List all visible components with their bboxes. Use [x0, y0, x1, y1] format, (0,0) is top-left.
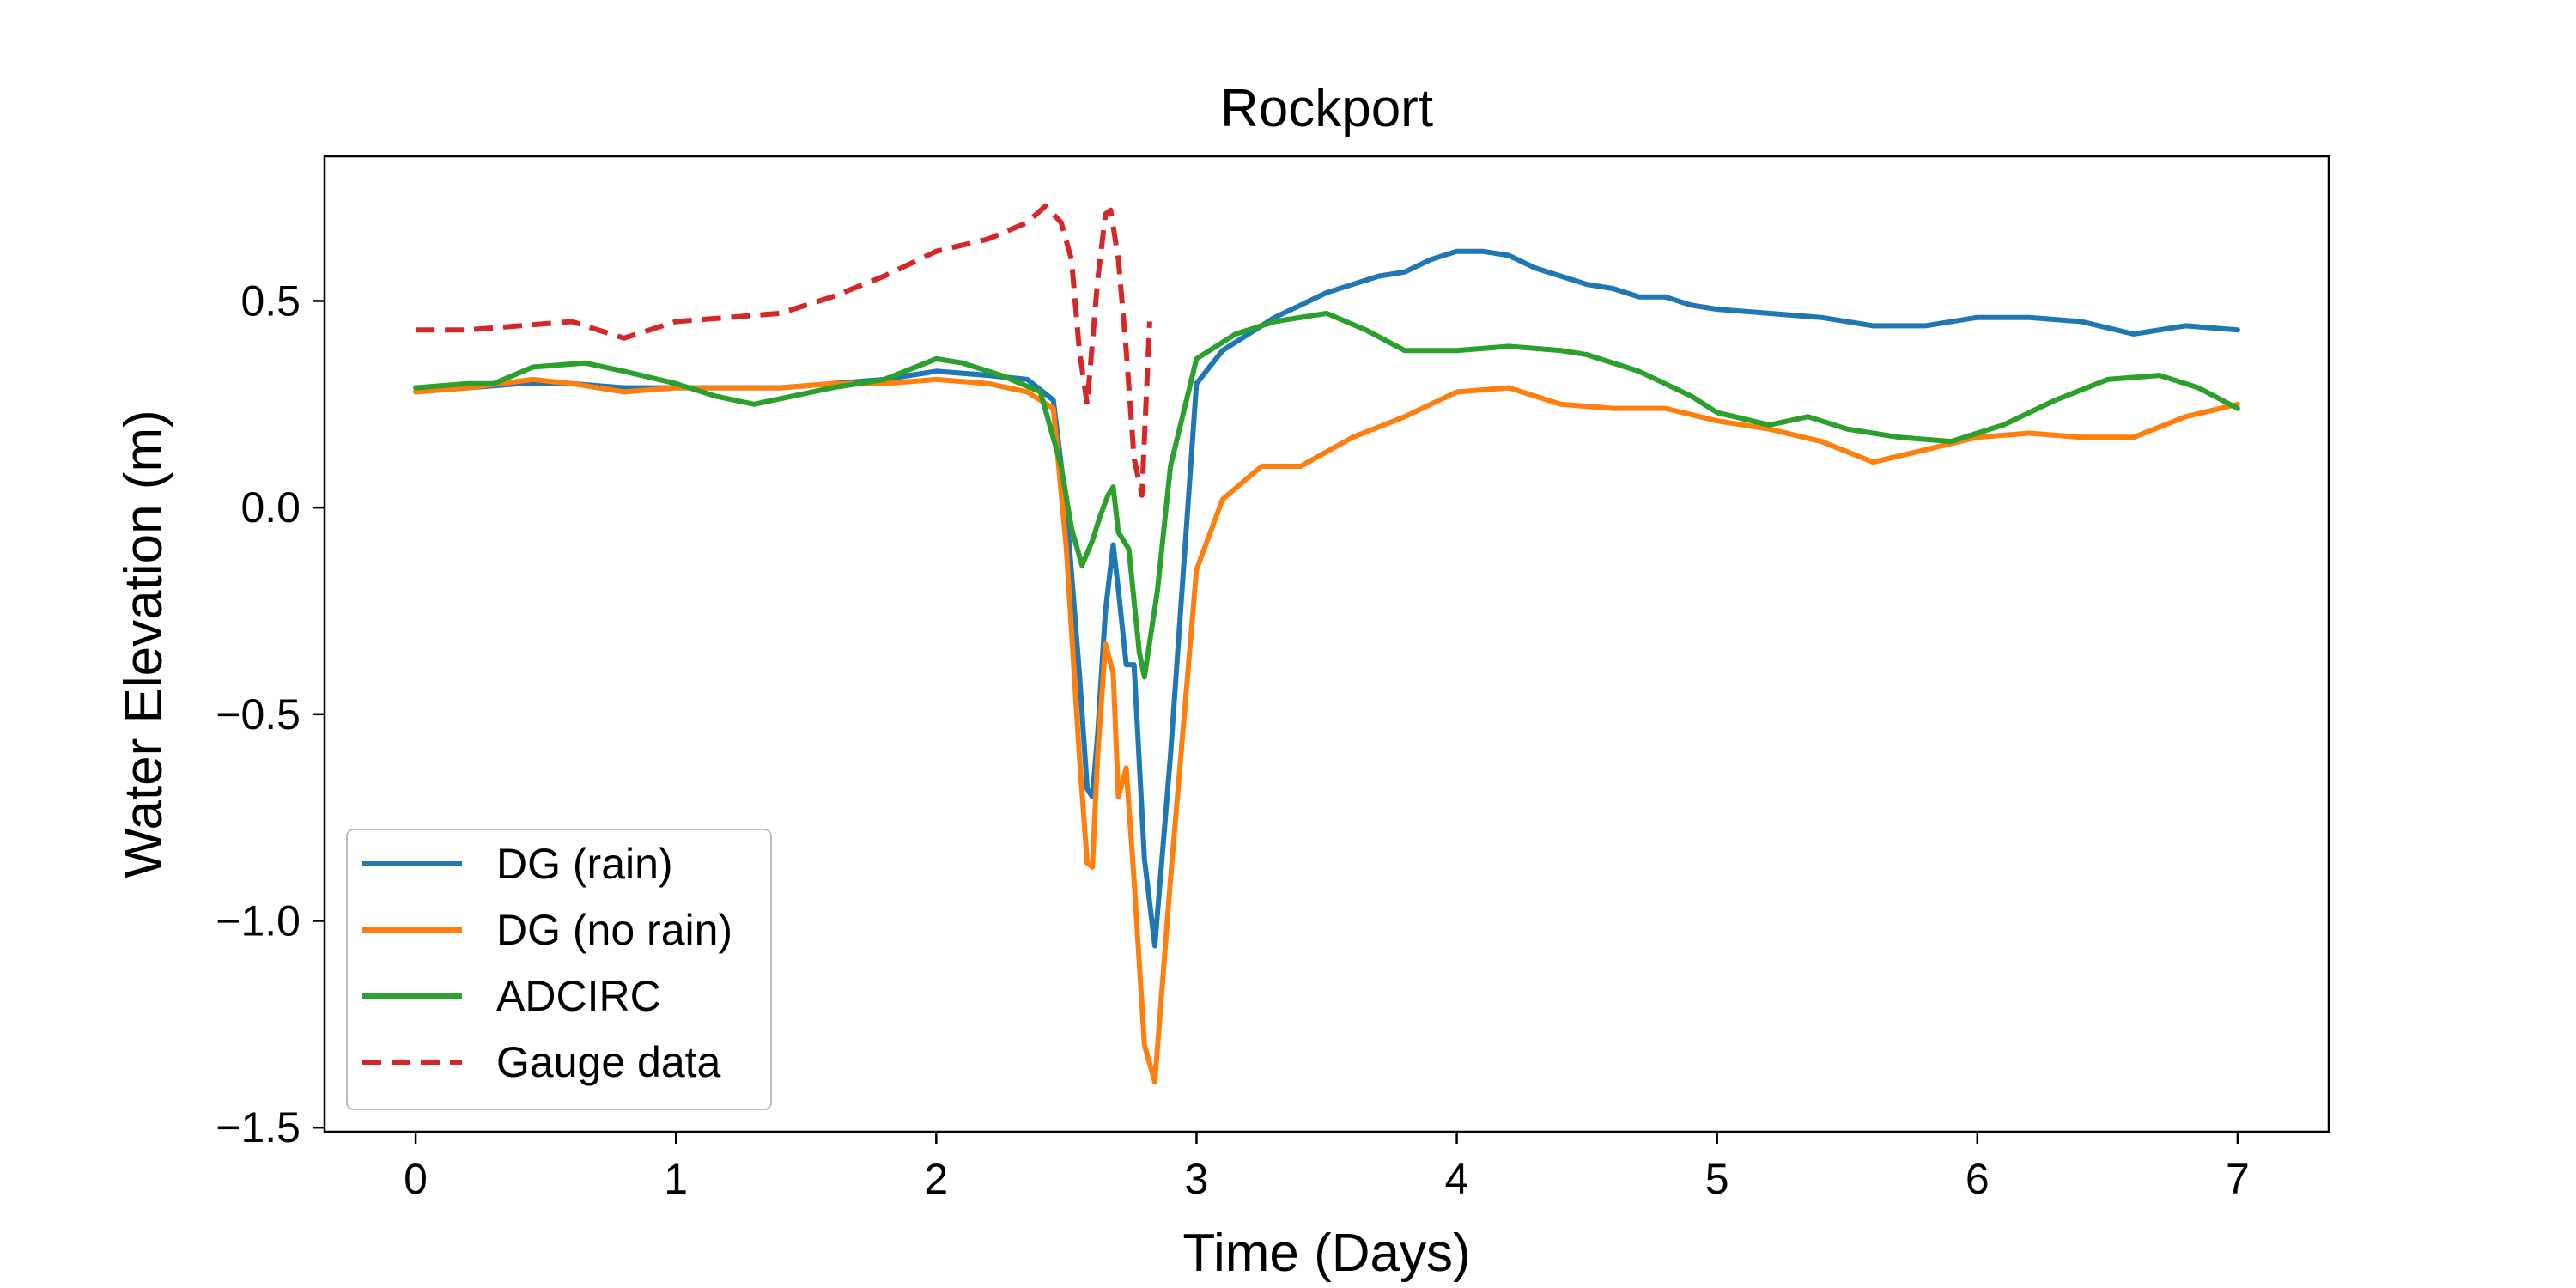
legend-label: ADCIRC: [496, 972, 661, 1020]
x-tick-label: 2: [924, 1155, 948, 1203]
legend-label: DG (no rain): [496, 906, 732, 954]
x-axis-label: Time (Days): [1182, 1224, 1470, 1283]
legend: DG (rain) DG (no rain) ADCIRC Gauge data: [346, 829, 772, 1110]
legend-label: Gauge data: [496, 1038, 721, 1086]
y-axis-label: Water Elevation (m): [114, 410, 173, 878]
series-line-dg-no-rain: [413, 376, 2240, 1085]
legend-box: [346, 829, 772, 1110]
x-tick-label: 5: [1705, 1155, 1729, 1203]
series-line-dg-rain: [413, 248, 2240, 949]
series-line-adcirc: [413, 310, 2240, 680]
y-tick-label: −1.5: [216, 1103, 301, 1151]
x-tick-label: 4: [1445, 1155, 1469, 1203]
y-tick-label: −0.5: [216, 690, 301, 738]
y-tick-label: 0.0: [240, 483, 301, 532]
y-tick-label: 0.5: [240, 276, 301, 325]
x-axis: 0 1 2 3 4 5 6 7: [404, 1132, 2250, 1203]
y-axis: 0.5 0.0 −0.5 −1.0 −1.5: [216, 276, 325, 1151]
x-tick-label: 7: [2226, 1155, 2250, 1203]
x-tick-label: 0: [404, 1155, 428, 1203]
plot-area: [413, 203, 2240, 1085]
x-tick-label: 6: [1965, 1155, 1990, 1203]
plot-frame: [323, 155, 2330, 1133]
series-line-gauge-data: [416, 203, 1152, 498]
legend-label: DG (rain): [496, 840, 673, 888]
chart-title: Rockport: [1220, 79, 1433, 138]
x-tick-label: 1: [664, 1155, 688, 1203]
y-tick-label: −1.0: [216, 897, 301, 945]
x-tick-label: 3: [1185, 1155, 1209, 1203]
